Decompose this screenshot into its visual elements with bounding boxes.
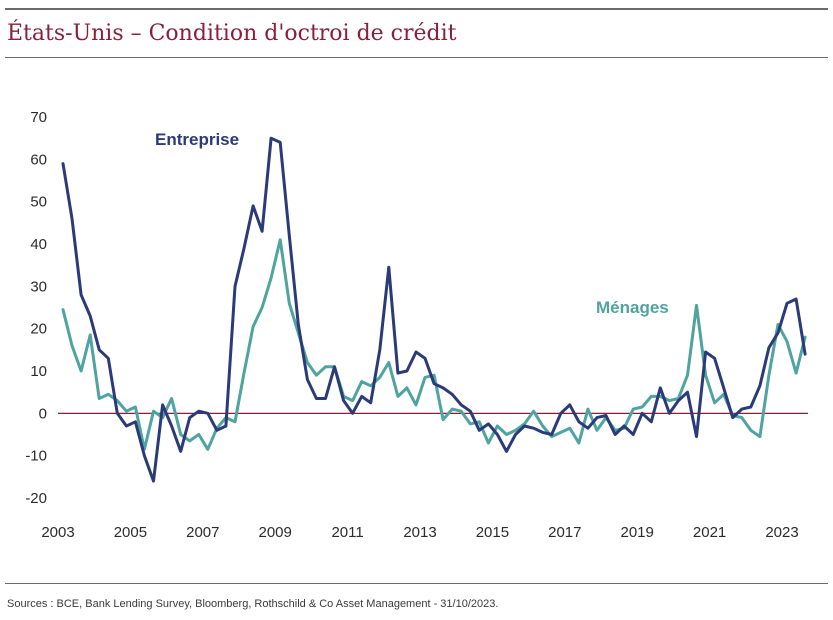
y-tick-label: 60 [30, 151, 47, 168]
y-tick-label: 0 [39, 405, 47, 422]
series-line-entreprise [61, 136, 807, 483]
bottom-rule [5, 583, 828, 584]
page-title: États-Unis – Condition d'octroi de crédi… [7, 21, 457, 46]
x-tick-label: 2019 [621, 524, 654, 541]
x-tick-label: 2021 [693, 524, 726, 541]
y-tick-label: 30 [30, 278, 47, 295]
series-label-menages: Ménages [596, 298, 669, 317]
x-tick-label: 2009 [259, 524, 292, 541]
y-tick-label: 50 [30, 194, 47, 211]
x-axis-ticks: 2003 2005 2007 2009 2011 2013 2015 2017 2019 2021… [41, 524, 798, 541]
x-tick-label: 2015 [476, 524, 509, 541]
x-tick-label: 2003 [41, 524, 74, 541]
title-rule [5, 57, 828, 58]
y-tick-label: 20 [30, 321, 47, 338]
x-tick-label: 2011 [331, 524, 363, 541]
y-tick-label: -20 [25, 490, 47, 507]
y-tick-label: -10 [25, 448, 47, 465]
x-tick-label: 2013 [403, 524, 436, 541]
x-tick-label: 2005 [114, 524, 147, 541]
x-tick-label: 2023 [765, 524, 798, 541]
top-rule [5, 8, 828, 10]
y-tick-label: 40 [30, 236, 47, 253]
y-tick-label: 10 [30, 363, 47, 380]
series-layer [61, 136, 807, 483]
x-tick-label: 2007 [186, 524, 219, 541]
series-line-menages [61, 238, 807, 451]
y-axis-ticks: -20 -10 0 10 20 30 40 50 60 70 [25, 109, 47, 507]
series-label-entreprise: Entreprise [155, 130, 239, 149]
x-tick-label: 2017 [548, 524, 581, 541]
y-tick-label: 70 [30, 109, 47, 126]
source-note: Sources : BCE, Bank Lending Survey, Bloo… [7, 598, 499, 610]
